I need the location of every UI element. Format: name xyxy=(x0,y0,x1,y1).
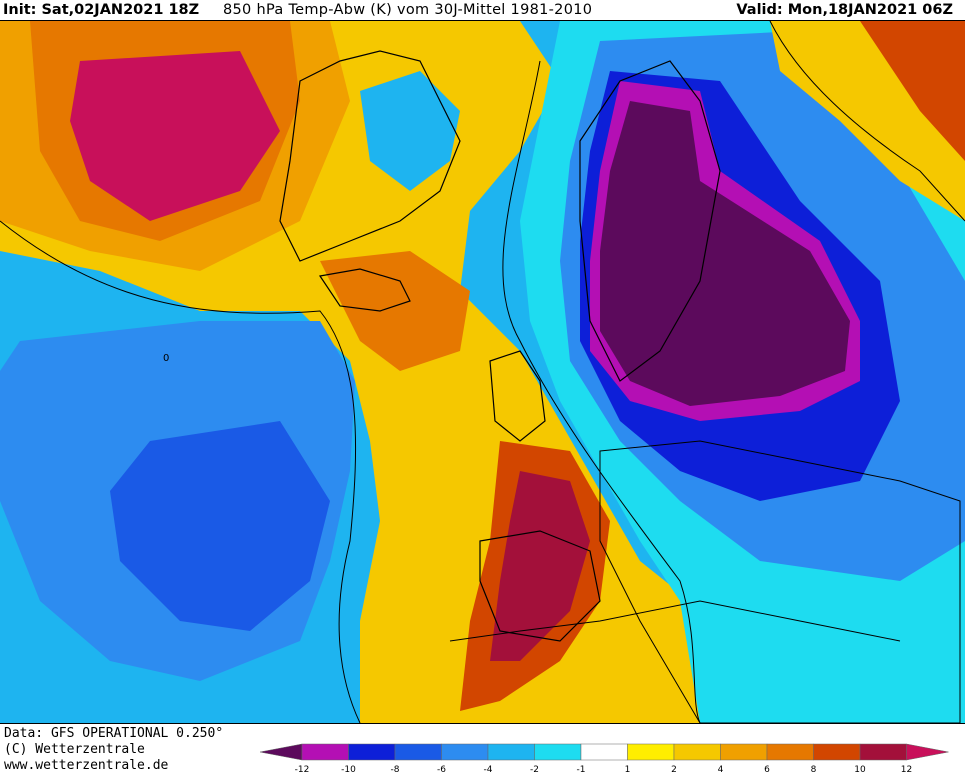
color-scale-segment xyxy=(348,743,396,761)
scandinavia-extreme-cold xyxy=(600,101,850,406)
color-scale-segment xyxy=(627,743,675,761)
color-scale-tick-label: 4 xyxy=(718,765,724,773)
color-scale-segment-low xyxy=(259,743,303,761)
contour-label: 0 xyxy=(163,353,169,364)
chart-header: Init: Sat,02JAN2021 18Z 850 hPa Temp-Abw… xyxy=(0,0,965,20)
chart-title: 850 hPa Temp-Abw (K) vom 30J-Mittel 1981… xyxy=(223,2,593,18)
color-scale-segment xyxy=(441,743,489,761)
warm-anomaly-northeast-core xyxy=(860,21,965,161)
scandinavia-coastline xyxy=(579,60,721,382)
color-scale-tick-label: -2 xyxy=(530,765,539,773)
color-scale-segment-high xyxy=(906,743,949,761)
color-scale-tick-label: -1 xyxy=(577,765,586,773)
color-scale-tick-label: -12 xyxy=(295,765,310,773)
color-scale-segments xyxy=(259,743,949,761)
iberia-warm-core xyxy=(490,471,590,661)
color-scale-segment xyxy=(534,743,582,761)
data-source: Data: GFS OPERATIONAL 0.250° xyxy=(4,726,224,741)
color-scale-tick-label: -8 xyxy=(391,765,400,773)
color-scale-segment xyxy=(720,743,768,761)
color-scale-tick-label: 2 xyxy=(671,765,677,773)
zero-contour-west xyxy=(0,220,361,723)
north-africa-coastline xyxy=(449,600,901,642)
greenland-cold xyxy=(360,71,460,191)
zero-contour-east xyxy=(502,60,701,723)
color-scale-tick-label: 12 xyxy=(901,765,912,773)
copyright: (C) Wetterzentrale xyxy=(4,742,145,757)
iceland-coastline xyxy=(318,268,411,312)
color-scale-segment xyxy=(487,743,535,761)
color-scale-segment xyxy=(301,743,349,761)
color-scale-segment xyxy=(580,743,628,761)
british-isles-coastline xyxy=(489,350,546,442)
zero-contour-northeast xyxy=(769,21,965,222)
iberia-coastline xyxy=(479,530,601,642)
color-scale-tick-label: 1 xyxy=(625,765,631,773)
anomaly-map-svg: 0 xyxy=(0,21,965,723)
warm-max-canada xyxy=(70,51,280,221)
color-scale-segment xyxy=(766,743,814,761)
valid-time: Valid: Mon,18JAN2021 06Z xyxy=(736,2,953,18)
color-scale-segment xyxy=(813,743,861,761)
atlantic-cold-core xyxy=(110,421,330,631)
website-link[interactable]: www.wetterzentrale.de xyxy=(4,758,169,773)
continental-europe-coastline xyxy=(599,440,961,723)
color-scale-legend: -12 -10 -8 -6 -4 -2 -1 1 2 4 6 8 10 12 xyxy=(259,743,949,773)
greenland-coastline xyxy=(279,50,461,262)
init-time: Init: Sat,02JAN2021 18Z xyxy=(3,2,200,18)
iceland-warm xyxy=(320,251,470,371)
anomaly-map: 0 xyxy=(0,20,965,724)
color-scale-tick-label: -4 xyxy=(484,765,493,773)
color-scale-segment xyxy=(673,743,721,761)
color-scale-tick-label: 6 xyxy=(764,765,770,773)
color-scale-tick-label: 10 xyxy=(854,765,866,773)
color-scale-tick-label: -6 xyxy=(437,765,446,773)
color-scale-segment xyxy=(394,743,442,761)
color-scale-tick-label: -10 xyxy=(341,765,356,773)
color-scale-ticks: -12 -10 -8 -6 -4 -2 -1 1 2 4 6 8 10 12 xyxy=(295,765,913,773)
color-scale-tick-label: 8 xyxy=(811,765,817,773)
color-scale-segment xyxy=(859,743,907,761)
